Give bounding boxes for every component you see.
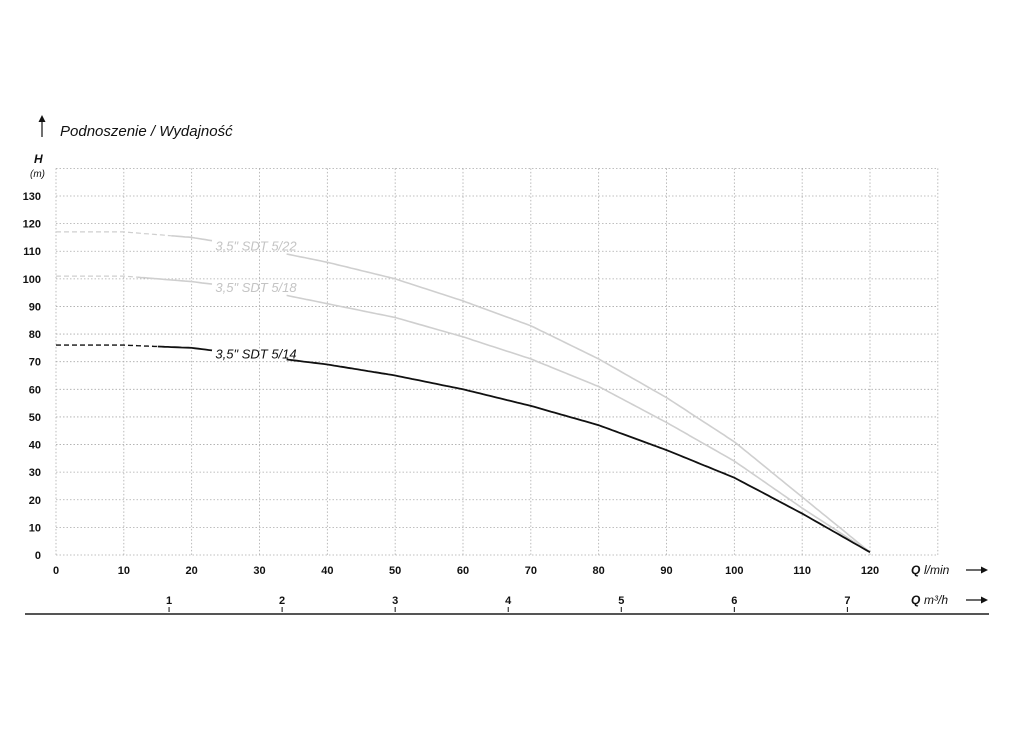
series-label: 3,5" SDT 5/14 bbox=[215, 347, 296, 362]
series-line bbox=[286, 253, 871, 553]
x2-axis-unit: m³/h bbox=[924, 593, 948, 607]
series-dashed-segment bbox=[56, 231, 172, 237]
x2-tick-label: 1 bbox=[166, 595, 172, 607]
right-arrow-icon-2 bbox=[966, 596, 988, 604]
x2-tick-label: 6 bbox=[731, 595, 737, 607]
x-tick-label: 80 bbox=[593, 565, 605, 577]
y-tick-label: 40 bbox=[29, 440, 41, 452]
x2-tick-label: 3 bbox=[392, 595, 398, 607]
x-tick-label: 70 bbox=[525, 565, 537, 577]
series-line-start bbox=[171, 235, 213, 242]
chart-title: Podnoszenie / Wydajność bbox=[60, 123, 233, 140]
right-arrow-icon bbox=[966, 566, 988, 574]
x2-tick-label: 4 bbox=[505, 595, 512, 607]
y-tick-label: 100 bbox=[23, 274, 41, 286]
x-axis-label: Q bbox=[911, 563, 921, 577]
x2-tick-label: 7 bbox=[844, 595, 850, 607]
y-tick-label: 120 bbox=[23, 219, 41, 231]
x2-tick-label: 5 bbox=[618, 595, 624, 607]
y-tick-label: 80 bbox=[29, 329, 41, 341]
x-axis-unit: l/min bbox=[924, 563, 950, 577]
series-line-start bbox=[157, 345, 213, 352]
series-dashed-segment bbox=[56, 275, 138, 278]
series-dashed-segment bbox=[56, 344, 158, 348]
x-tick-label: 120 bbox=[861, 565, 879, 577]
grid: 0 10 20 30 40 50 60 70 80 90 100 110 120 0 10 20 30 40 50 6… bbox=[23, 167, 939, 612]
y-tick-label: 70 bbox=[29, 357, 41, 369]
x-tick-label: 0 bbox=[53, 565, 59, 577]
y-tick-label: 130 bbox=[23, 191, 41, 203]
y-tick-label: 10 bbox=[29, 522, 41, 534]
title-group: Podnoszenie / Wydajność H (m) Q l/min Q … bbox=[25, 115, 989, 615]
y-tick-label: 0 bbox=[35, 550, 41, 562]
x-tick-label: 40 bbox=[321, 565, 333, 577]
x-tick-label: 30 bbox=[253, 565, 265, 577]
y-tick-label: 110 bbox=[23, 246, 41, 258]
x-tick-label: 10 bbox=[118, 565, 130, 577]
x-tick-label: 50 bbox=[389, 565, 401, 577]
x-tick-label: 20 bbox=[186, 565, 198, 577]
x-tick-label: 90 bbox=[660, 565, 672, 577]
y-axis-unit: (m) bbox=[30, 169, 45, 180]
x-tick-label: 100 bbox=[725, 565, 743, 577]
series-line bbox=[286, 358, 871, 553]
y-axis-label: H bbox=[34, 152, 43, 166]
up-arrow-head-icon bbox=[38, 115, 46, 122]
series-line-start bbox=[137, 276, 213, 285]
x2-axis-label: Q bbox=[911, 593, 921, 607]
y-tick-label: 60 bbox=[29, 384, 41, 396]
y-tick-label: 30 bbox=[29, 467, 41, 479]
y-tick-label: 20 bbox=[29, 495, 41, 507]
x-tick-label: 60 bbox=[457, 565, 469, 577]
x2-tick-label: 2 bbox=[279, 595, 285, 607]
labels: 3,5" SDT 5/22 3,5" SDT 5/18 3,5" SDT 5/14 bbox=[215, 238, 297, 361]
series-label: 3,5" SDT 5/18 bbox=[215, 280, 297, 295]
series-line bbox=[286, 294, 871, 553]
y-tick-label: 90 bbox=[29, 301, 41, 313]
x-tick-label: 110 bbox=[793, 565, 811, 577]
series-label: 3,5" SDT 5/22 bbox=[215, 238, 297, 253]
curves bbox=[56, 231, 871, 553]
y-tick-label: 50 bbox=[29, 412, 41, 424]
